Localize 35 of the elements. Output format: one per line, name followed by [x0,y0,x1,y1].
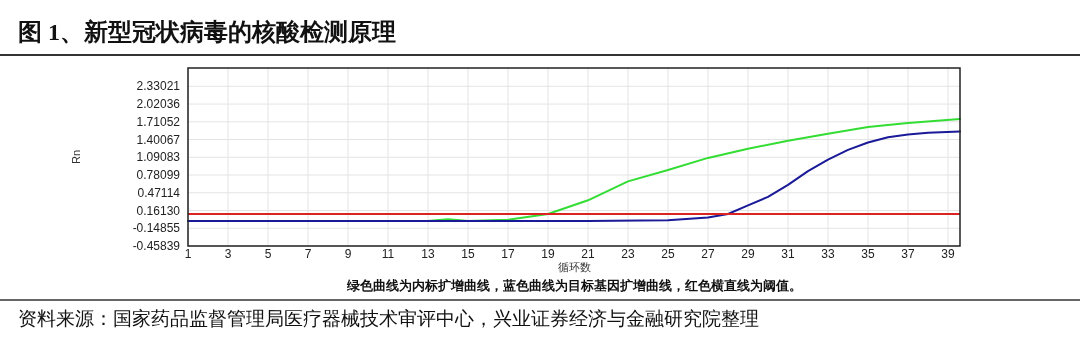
x-tick-label: 9 [344,247,352,261]
chart-title: 图 1、新型冠状病毒的核酸检测原理 [18,19,396,45]
x-tick-label: 39 [941,247,955,261]
x-tick-label: 21 [581,247,595,261]
x-tick-label: 31 [781,247,795,261]
y-tick-label: -0.45839 [132,239,181,253]
x-tick-label: 3 [224,247,232,261]
y-tick-label: 1.71052 [136,114,181,129]
y-tick-label: 2.02036 [136,97,181,112]
x-tick-label: 19 [541,247,555,261]
text: 绿色曲线为内标扩增曲线，蓝色曲线为目标基因扩增曲线，红色横直线为阈值。 [345,278,802,293]
x-tick-label: 7 [304,247,312,261]
x-tick-label: 13 [421,247,435,261]
y-tick-label: 0.47114 [137,185,181,200]
x-tick-label: 29 [741,247,755,261]
x-tick-label: 37 [901,247,915,261]
x-tick-label: 25 [661,247,675,261]
text: 资料来源：国家药品监督管理局医疗器械技术审评中心，兴业证券经济与金融研究院整理 [18,308,759,329]
x-tick-label: 11 [381,247,395,261]
x-tick-label: 15 [461,247,475,261]
y-tick-label: 1.09083 [136,150,181,165]
x-axis-title: 循环数 [557,261,591,273]
y-tick-label: 1.40067 [136,132,181,147]
x-tick-label: 35 [861,247,875,261]
x-tick-label: 1 [184,247,192,261]
y-tick-label: 2.33021 [136,79,181,94]
x-tick-label: 27 [701,247,715,261]
x-tick-label: 17 [501,247,515,261]
x-tick-label: 23 [621,247,635,261]
y-tick-label: 0.16130 [136,203,181,218]
y-tick-label: -0.14855 [132,221,181,236]
y-tick-label: 0.78099 [136,168,181,183]
x-tick-label: 33 [821,247,835,261]
y-axis-title: Rn [70,149,82,165]
x-tick-label: 5 [264,247,272,261]
